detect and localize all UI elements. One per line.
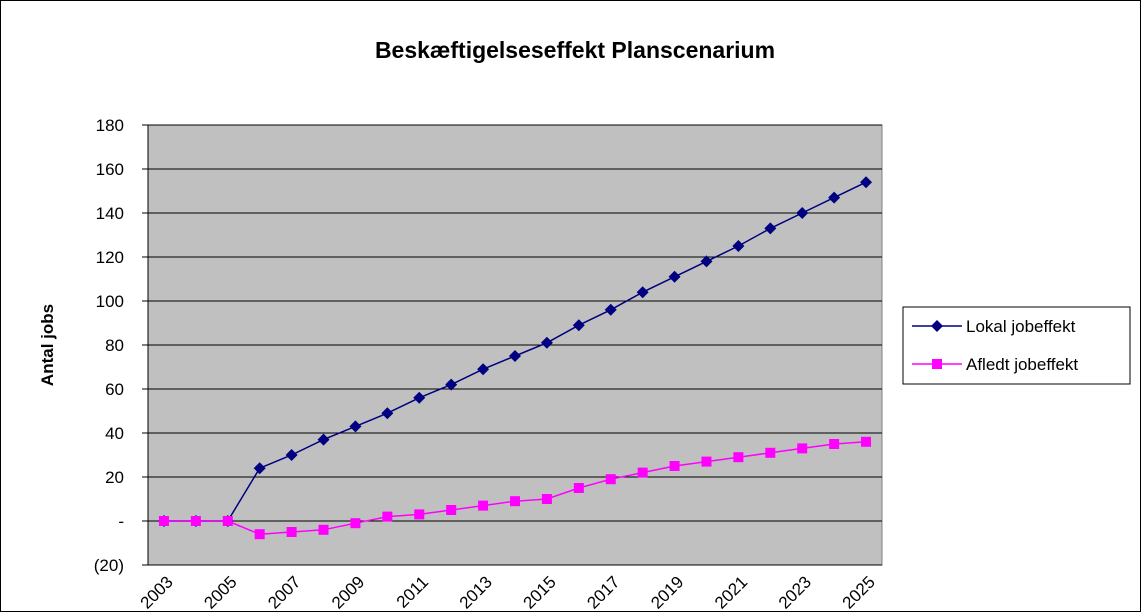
y-tick-label: 120 <box>96 248 124 267</box>
legend <box>902 306 1131 385</box>
y-tick-label: 140 <box>96 204 124 223</box>
y-tick-label: - <box>118 512 124 531</box>
y-tick-label: 20 <box>105 468 124 487</box>
data-point <box>541 494 552 504</box>
data-point <box>605 474 616 485</box>
data-point <box>700 255 713 268</box>
y-tick-label: 40 <box>105 424 124 443</box>
data-point <box>350 518 361 529</box>
data-point <box>828 191 841 204</box>
data-point <box>190 516 201 526</box>
data-point <box>796 207 809 219</box>
y-axis-label: Antal jobs <box>38 304 57 386</box>
y-tick-label: 160 <box>96 160 124 179</box>
data-point <box>669 461 680 471</box>
data-point <box>764 222 777 235</box>
data-point <box>253 462 266 475</box>
data-point <box>478 500 489 511</box>
data-point <box>413 391 426 404</box>
data-point <box>285 449 298 461</box>
legend-marker <box>931 320 943 332</box>
data-point <box>510 496 520 507</box>
data-point <box>860 176 873 189</box>
data-point <box>604 303 617 316</box>
data-point <box>445 378 458 391</box>
data-point <box>765 447 776 458</box>
data-point <box>349 420 362 433</box>
y-tick-label: 180 <box>96 116 124 135</box>
data-point <box>382 511 393 522</box>
data-point <box>286 527 297 537</box>
data-point <box>637 467 648 478</box>
data-point <box>509 350 521 362</box>
data-point <box>446 505 457 515</box>
data-point <box>733 452 744 463</box>
data-point <box>636 286 649 299</box>
data-point <box>222 516 233 526</box>
data-point <box>668 270 681 283</box>
data-point <box>572 319 585 332</box>
chart-title: Beskæftigelseseffekt Planscenarium <box>375 37 775 63</box>
data-point <box>318 524 329 535</box>
legend-label: Afledt jobeffekt <box>966 355 1078 374</box>
y-tick-label: 80 <box>105 336 124 355</box>
data-point <box>701 456 712 467</box>
data-point <box>414 509 425 520</box>
legend-marker <box>932 359 942 369</box>
y-tick-label: (20) <box>94 556 124 575</box>
data-point <box>317 433 330 446</box>
data-point <box>573 483 584 493</box>
legend-label: Lokal jobeffekt <box>966 317 1076 336</box>
data-point <box>540 336 553 349</box>
data-point <box>254 529 265 540</box>
data-point <box>158 516 169 526</box>
y-tick-label: 100 <box>96 292 124 311</box>
data-point <box>732 240 745 252</box>
data-point <box>797 443 808 454</box>
data-point <box>829 439 840 449</box>
data-point <box>477 363 490 376</box>
y-tick-label: 60 <box>105 380 124 399</box>
data-point <box>381 407 394 420</box>
data-point <box>861 436 872 447</box>
